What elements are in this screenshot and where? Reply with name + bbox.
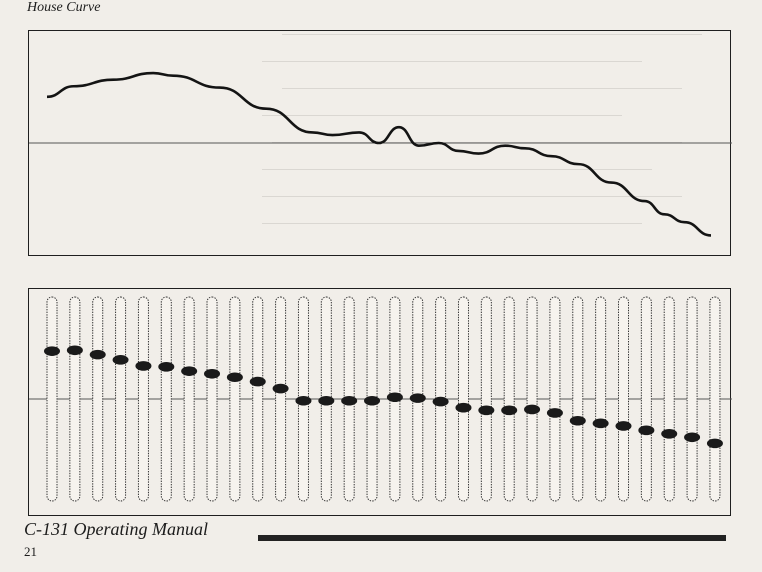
slider-track: [709, 296, 721, 502]
slider-track: [618, 296, 629, 502]
slider-track: [229, 296, 241, 502]
slider-knob: [546, 408, 563, 418]
equalizer-chart: [29, 296, 732, 502]
slider-track: [549, 296, 561, 502]
slider-knob: [501, 405, 518, 416]
slider-knob: [89, 349, 106, 360]
slider-track: [275, 296, 287, 502]
slider-track: [137, 296, 149, 502]
slider-knob: [364, 395, 381, 406]
slider-knob: [249, 376, 266, 387]
slider-knob: [661, 429, 678, 439]
slider-knob: [44, 346, 60, 356]
slider-track: [115, 296, 127, 502]
house-curve-line: [46, 71, 712, 237]
slider-track: [480, 296, 492, 502]
slider-knob: [66, 345, 83, 356]
footer-title: C-131 Operating Manual: [24, 519, 208, 539]
slider-knob: [524, 404, 541, 415]
slider-track: [457, 296, 469, 502]
slider-knob: [638, 425, 655, 436]
slider-knob: [684, 432, 701, 443]
footer-rule: [258, 535, 726, 541]
slider-track: [640, 296, 652, 502]
slider-knob: [569, 415, 586, 426]
slider-knob: [432, 396, 449, 407]
slider-track: [526, 296, 538, 502]
slider-knob: [272, 383, 289, 394]
slider-knob: [455, 402, 472, 413]
slider-track: [503, 296, 515, 502]
figure-label: House Curve: [27, 0, 101, 15]
slider-track: [686, 296, 698, 502]
slider-knob: [226, 372, 243, 383]
slider-track: [92, 296, 104, 502]
slider-knob: [112, 355, 129, 365]
slider-knob: [409, 393, 426, 403]
slider-track: [183, 296, 195, 502]
slider-track: [572, 296, 584, 502]
house-curve-chart: [29, 71, 732, 237]
slider-knob: [318, 395, 335, 406]
slider-track: [252, 296, 264, 502]
slider-knob: [592, 418, 609, 429]
slider-knob: [181, 366, 198, 376]
slider-knob: [204, 368, 221, 379]
slider-knob: [158, 362, 175, 372]
slider-knob: [341, 395, 358, 406]
slider-knob: [478, 405, 495, 416]
slider-track: [206, 296, 218, 502]
house-curve-panel: [28, 30, 732, 256]
slider-track: [160, 296, 172, 502]
slider-knob: [135, 361, 152, 371]
slider-knob: [386, 392, 403, 403]
slider-knob: [615, 421, 632, 431]
slider-knob: [706, 438, 723, 449]
slider-track: [46, 296, 58, 502]
page-number: 21: [24, 544, 37, 559]
slider-track: [595, 296, 607, 502]
equalizer-panel: [28, 288, 732, 516]
slider-track: [69, 296, 81, 502]
slider-knob: [295, 395, 312, 406]
slider-track: [663, 296, 675, 502]
